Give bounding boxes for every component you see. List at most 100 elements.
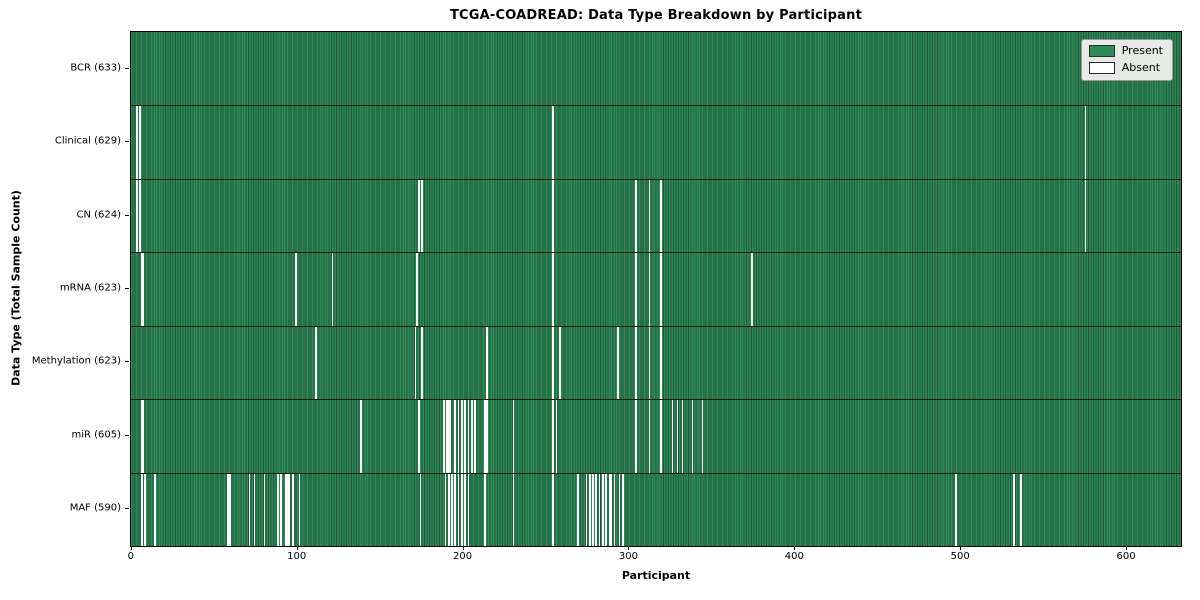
x-tick-label: 0 bbox=[127, 551, 135, 562]
absent-stripe bbox=[610, 473, 613, 546]
absent-stripe bbox=[331, 253, 334, 326]
absent-stripe bbox=[298, 473, 301, 546]
absent-stripe bbox=[671, 400, 674, 473]
absent-stripe bbox=[484, 400, 486, 473]
absent-stripe bbox=[461, 473, 463, 546]
absent-stripe bbox=[315, 326, 317, 400]
absent-stripe bbox=[660, 179, 662, 253]
absent-stripe bbox=[605, 473, 608, 546]
absent-stripe bbox=[419, 473, 422, 546]
absent-stripe bbox=[552, 106, 554, 179]
legend-label: Absent bbox=[1121, 61, 1161, 74]
legend-entry: Present bbox=[1088, 45, 1163, 57]
datatype-row bbox=[131, 178, 1181, 253]
y-tick-label: Clinical (629) bbox=[54, 135, 121, 147]
datatype-row bbox=[131, 252, 1181, 326]
absent-stripe bbox=[613, 473, 616, 546]
absent-stripe bbox=[454, 473, 457, 546]
x-tick-label: 600 bbox=[1116, 551, 1136, 562]
absent-stripe bbox=[291, 473, 294, 546]
absent-stripe bbox=[555, 400, 558, 473]
plot-area: Present Absent bbox=[130, 31, 1182, 547]
absent-stripe bbox=[454, 400, 457, 473]
x-tick-mark bbox=[1126, 546, 1128, 550]
absent-stripe bbox=[414, 326, 417, 400]
absent-stripe bbox=[558, 326, 561, 400]
absent-stripe bbox=[512, 400, 515, 473]
absent-stripe bbox=[471, 400, 473, 473]
legend-swatch bbox=[1088, 45, 1115, 57]
datatype-row bbox=[131, 472, 1181, 546]
absent-stripe bbox=[1084, 106, 1087, 179]
x-tick-mark bbox=[462, 546, 464, 550]
absent-stripe bbox=[142, 400, 145, 473]
datatype-row bbox=[131, 105, 1181, 179]
absent-stripe bbox=[1020, 473, 1022, 546]
x-tick-mark bbox=[296, 546, 298, 550]
legend: Present Absent bbox=[1080, 39, 1173, 81]
absent-stripe bbox=[588, 473, 591, 546]
absent-stripe bbox=[248, 473, 251, 546]
y-tick-label: CN (624) bbox=[76, 209, 121, 221]
absent-stripe bbox=[552, 253, 554, 326]
absent-stripe bbox=[608, 473, 611, 546]
absent-stripe bbox=[253, 473, 256, 546]
legend-entry: Absent bbox=[1088, 61, 1163, 74]
absent-stripe bbox=[416, 253, 418, 326]
absent-stripe bbox=[485, 326, 488, 400]
absent-stripe bbox=[751, 253, 754, 326]
absent-stripe bbox=[648, 253, 651, 326]
absent-stripe bbox=[676, 400, 679, 473]
absent-stripe bbox=[442, 400, 445, 473]
y-axis-label: Data Type (Total Sample Count) bbox=[9, 190, 23, 386]
absent-stripe bbox=[467, 400, 470, 473]
absent-stripe bbox=[447, 473, 450, 546]
absent-stripe bbox=[648, 326, 651, 400]
absent-stripe bbox=[681, 400, 684, 473]
absent-stripe bbox=[660, 326, 662, 400]
y-tick-mark bbox=[125, 67, 129, 69]
absent-stripe bbox=[288, 473, 291, 546]
absent-stripe bbox=[139, 179, 141, 253]
absent-stripe bbox=[552, 400, 554, 473]
absent-stripe bbox=[660, 253, 662, 326]
y-tick-mark bbox=[125, 508, 129, 510]
absent-stripe bbox=[140, 400, 143, 473]
absent-stripe bbox=[228, 473, 231, 546]
absent-stripe bbox=[1084, 179, 1087, 253]
absent-stripe bbox=[467, 473, 470, 546]
absent-stripe bbox=[421, 326, 423, 400]
absent-stripe bbox=[135, 106, 138, 179]
y-tick-label: MAF (590) bbox=[69, 502, 121, 514]
absent-stripe bbox=[286, 473, 289, 546]
absent-stripe bbox=[635, 400, 637, 473]
absent-stripe bbox=[660, 400, 662, 473]
absent-stripe bbox=[485, 400, 488, 473]
x-axis-label: Participant bbox=[621, 569, 691, 582]
absent-stripe bbox=[457, 400, 460, 473]
absent-stripe bbox=[701, 400, 704, 473]
absent-stripe bbox=[140, 253, 143, 326]
absent-stripe bbox=[464, 473, 467, 546]
absent-stripe bbox=[227, 473, 229, 546]
x-tick-label: 400 bbox=[784, 551, 804, 562]
absent-stripe bbox=[592, 473, 594, 546]
absent-stripe bbox=[359, 400, 362, 473]
absent-stripe bbox=[635, 253, 637, 326]
absent-stripe bbox=[595, 473, 598, 546]
chart-title: TCGA-COADREAD: Data Type Breakdown by Pa… bbox=[449, 8, 863, 23]
absent-stripe bbox=[451, 473, 453, 546]
absent-stripe bbox=[648, 400, 651, 473]
absent-stripe bbox=[280, 473, 282, 546]
x-tick-label: 300 bbox=[618, 551, 638, 562]
absent-stripe bbox=[512, 473, 515, 546]
absent-stripe bbox=[417, 400, 420, 473]
absent-stripe bbox=[263, 473, 266, 546]
absent-stripe bbox=[1013, 473, 1016, 546]
absent-stripe bbox=[585, 473, 588, 546]
absent-stripe bbox=[648, 179, 651, 253]
absent-stripe bbox=[552, 473, 554, 546]
x-tick-label: 200 bbox=[453, 551, 473, 562]
y-tick-mark bbox=[125, 141, 129, 143]
